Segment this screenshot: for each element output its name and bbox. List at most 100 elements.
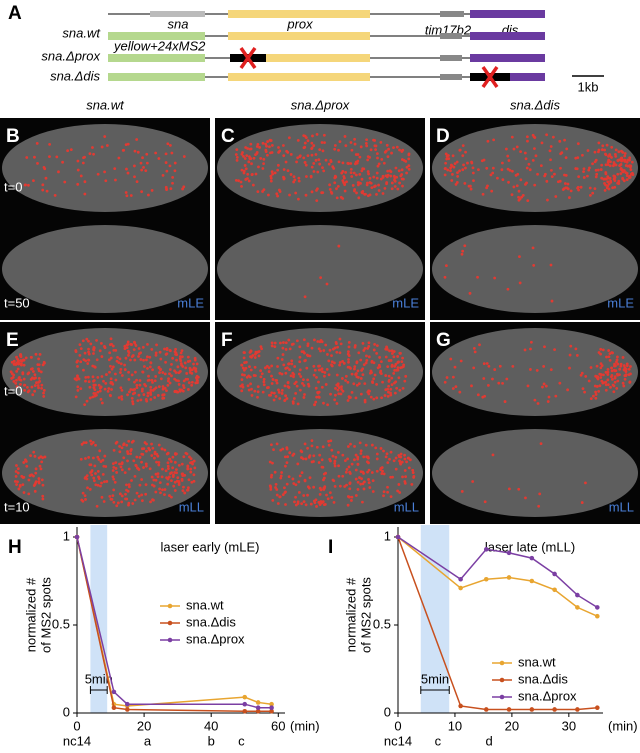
transcription-spot	[564, 186, 568, 190]
transcription-spot	[525, 135, 529, 139]
transcription-spot	[302, 500, 306, 504]
transcription-spot	[110, 497, 114, 501]
transcription-spot	[456, 171, 459, 175]
transcription-spot	[192, 362, 195, 366]
transcription-spot	[89, 342, 93, 346]
transcription-spot	[485, 166, 489, 170]
transcription-spot	[145, 355, 149, 359]
transcription-spot	[177, 379, 180, 383]
transcription-spot	[248, 157, 252, 160]
x-tick-label: 60	[271, 718, 285, 733]
transcription-spot	[386, 169, 390, 173]
transcription-spot	[292, 375, 295, 379]
transcription-spot	[55, 155, 59, 159]
transcription-spot	[359, 470, 363, 474]
transcription-spot	[598, 372, 602, 376]
transcription-spot	[337, 148, 340, 152]
transcription-spot	[255, 351, 258, 355]
transcription-spot	[610, 375, 613, 379]
transcription-spot	[597, 148, 601, 152]
transcription-spot	[190, 371, 194, 375]
transcription-spot	[15, 378, 18, 382]
transcription-spot	[336, 382, 340, 386]
transcription-spot	[114, 178, 117, 182]
transcription-spot	[411, 471, 415, 475]
transcription-spot	[529, 340, 533, 344]
transcription-spot	[34, 467, 38, 471]
embryo	[432, 124, 638, 212]
transcription-spot	[27, 478, 31, 482]
transcription-spot	[379, 360, 383, 364]
transcription-spot	[588, 186, 592, 190]
transcription-spot	[88, 385, 92, 389]
transcription-spot	[358, 476, 361, 479]
transcription-spot	[322, 169, 326, 173]
x-axis-label: (min)	[608, 718, 638, 733]
transcription-spot	[330, 360, 334, 364]
transcription-spot	[12, 362, 16, 366]
transcription-spot	[455, 160, 459, 164]
transcription-spot	[133, 149, 137, 153]
transcription-spot	[366, 347, 370, 350]
transcription-spot	[386, 485, 389, 489]
transcription-spot	[356, 463, 360, 466]
transcription-spot	[485, 362, 489, 365]
transcription-spot	[66, 149, 70, 153]
transcription-spot	[48, 155, 51, 159]
transcription-spot	[93, 394, 97, 398]
transcription-spot	[579, 373, 583, 377]
transcription-spot	[81, 491, 85, 495]
transcription-spot	[135, 378, 138, 382]
transcription-spot	[398, 491, 402, 494]
transcription-spot	[303, 393, 306, 396]
transcription-spot	[97, 477, 101, 480]
transcription-spot	[317, 395, 321, 399]
transcription-spot	[403, 457, 407, 461]
transcription-spot	[122, 456, 126, 460]
transcription-spot	[85, 399, 89, 403]
transcription-spot	[23, 383, 27, 387]
transcription-spot	[369, 395, 373, 399]
transcription-spot	[395, 145, 399, 149]
transcription-spot	[289, 153, 293, 156]
transcription-spot	[378, 356, 382, 359]
transcription-spot	[287, 338, 291, 342]
transcription-spot	[336, 450, 340, 454]
transcription-spot	[164, 353, 168, 356]
transcription-spot	[134, 464, 138, 468]
transcription-spot	[400, 173, 404, 176]
transcription-spot	[314, 386, 318, 390]
transcription-spot	[155, 460, 158, 464]
transcription-spot	[605, 143, 609, 147]
transcription-spot	[372, 397, 376, 401]
transcription-spot	[589, 366, 593, 369]
transcription-spot	[109, 381, 113, 385]
transcription-spot	[315, 395, 319, 399]
transcription-spot	[355, 360, 359, 364]
transcription-spot	[135, 491, 139, 495]
transcription-spot	[449, 166, 453, 170]
transcription-spot	[133, 380, 136, 384]
transcription-spot	[533, 398, 537, 402]
transcription-spot	[333, 464, 337, 468]
transcription-spot	[182, 455, 186, 459]
transcription-spot	[302, 156, 306, 160]
transcription-spot	[313, 338, 316, 342]
transcription-spot	[92, 383, 96, 387]
transcription-spot	[172, 484, 176, 488]
transcription-spot	[21, 372, 25, 376]
transcription-spot	[385, 143, 389, 147]
transcription-spot	[140, 389, 144, 393]
transcription-spot	[139, 398, 143, 402]
transcription-spot	[142, 165, 145, 169]
transcription-spot	[131, 439, 135, 443]
transcription-spot	[354, 494, 358, 497]
transcription-spot	[151, 380, 154, 384]
transcription-spot	[400, 360, 404, 364]
transcription-spot	[138, 379, 142, 382]
stage-label: d	[485, 733, 492, 748]
transcription-spot	[362, 480, 366, 484]
transcription-spot	[186, 360, 190, 363]
transcription-spot	[348, 495, 351, 499]
transcription-spot	[346, 161, 350, 165]
